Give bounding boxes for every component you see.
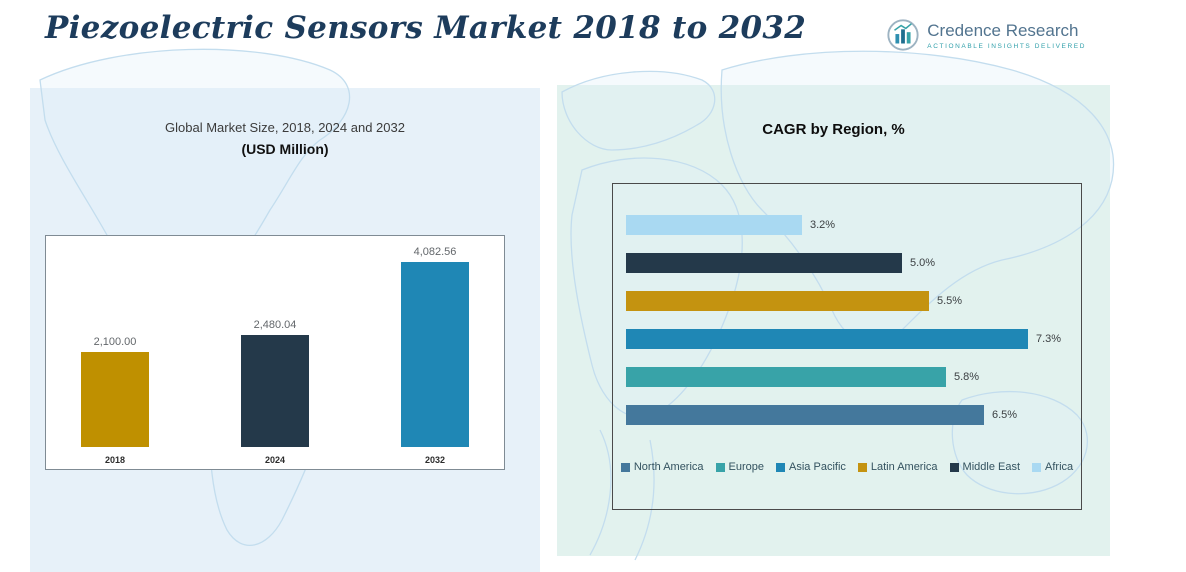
bar-value-label: 2,480.04 [253, 319, 297, 331]
legend-label: North America [633, 461, 704, 473]
vertical-bars: 2,100.00 2,480.04 4,082.56 [46, 246, 504, 447]
left-chart-title: Global Market Size, 2018, 2024 and 2032 … [30, 88, 540, 157]
bar-europe [626, 367, 946, 387]
left-chart-subtitle: (USD Million) [241, 141, 329, 157]
cagr-chart-title: CAGR by Region, % [762, 121, 905, 138]
bar-africa [626, 215, 802, 235]
bar-column-2032: 4,082.56 [401, 246, 469, 447]
bar-asia-pacific [626, 329, 1028, 349]
credence-research-logo: Credence Research Actionable Insights De… [886, 18, 1086, 52]
left-chart-title-line1: Global Market Size, 2018, 2024 and 2032 [165, 120, 405, 135]
legend-swatch [1032, 462, 1042, 472]
bar-2032 [401, 262, 469, 447]
legend-swatch [620, 462, 630, 472]
legend-label: Europe [728, 461, 765, 473]
bar-column-2018: 2,100.00 [81, 336, 149, 447]
x-tick-2024: 2024 [264, 455, 286, 465]
bar-row-europe: 5.8% [626, 358, 1073, 396]
legend-item-north-america: North America [620, 461, 704, 473]
legend-swatch [949, 462, 959, 472]
bar-latin-america [626, 291, 929, 311]
bar-column-2024: 2,480.04 [241, 319, 309, 447]
x-axis-labels: 2018 2024 2032 [46, 455, 504, 465]
bar-value-label: 5.5% [937, 295, 963, 307]
legend-swatch [776, 462, 786, 472]
bar-chart-logo-icon [887, 19, 919, 51]
bar-row-africa: 3.2% [626, 206, 1073, 244]
bar-row-middle-east: 5.0% [626, 244, 1073, 282]
legend-item-europe: Europe [715, 461, 765, 473]
logo-text: Credence Research Actionable Insights De… [927, 21, 1086, 50]
bar-middle-east [626, 253, 902, 273]
bar-value-label: 4,082.56 [413, 246, 457, 258]
right-panel: CAGR by Region, % 3.2% 5.0% 5.5% 7.3% [557, 85, 1110, 556]
bar-value-label: 7.3% [1036, 333, 1062, 345]
logo-tagline: Actionable Insights Delivered [927, 42, 1086, 50]
bar-value-label: 2,100.00 [93, 336, 137, 348]
bar-value-label: 5.8% [954, 371, 980, 383]
legend-label: Asia Pacific [789, 461, 846, 473]
cagr-by-region-chart: 3.2% 5.0% 5.5% 7.3% 5.8% [612, 183, 1082, 510]
bar-value-label: 3.2% [810, 219, 836, 231]
bar-row-latin-america: 5.5% [626, 282, 1073, 320]
legend-item-asia-pacific: Asia Pacific [776, 461, 846, 473]
bar-row-north-america: 6.5% [626, 396, 1073, 434]
bar-north-america [626, 405, 984, 425]
legend-item-latin-america: Latin America [857, 461, 938, 473]
legend-item-africa: Africa [1032, 461, 1073, 473]
chart-legend: North America Europe Asia Pacific Latin … [613, 461, 1081, 473]
bar-value-label: 5.0% [910, 257, 936, 269]
page-title: Piezoelectric Sensors Market 2018 to 203… [45, 10, 807, 46]
left-panel: Global Market Size, 2018, 2024 and 2032 … [30, 88, 540, 572]
legend-item-middle-east: Middle East [949, 461, 1021, 473]
legend-swatch [857, 462, 867, 472]
bar-value-label: 6.5% [992, 409, 1018, 421]
bar-row-asia-pacific: 7.3% [626, 320, 1073, 358]
legend-label: Middle East [962, 461, 1021, 473]
legend-label: Latin America [870, 461, 938, 473]
bar-2024 [241, 335, 309, 447]
bar-2018 [81, 352, 149, 447]
horizontal-bars: 3.2% 5.0% 5.5% 7.3% 5.8% [626, 206, 1073, 434]
x-tick-2018: 2018 [104, 455, 126, 465]
legend-label: Africa [1045, 461, 1074, 473]
market-size-chart: 2,100.00 2,480.04 4,082.56 2018 2024 203… [45, 235, 505, 470]
logo-brand: Credence Research [927, 20, 1079, 40]
x-tick-2032: 2032 [424, 455, 446, 465]
legend-swatch [715, 462, 725, 472]
